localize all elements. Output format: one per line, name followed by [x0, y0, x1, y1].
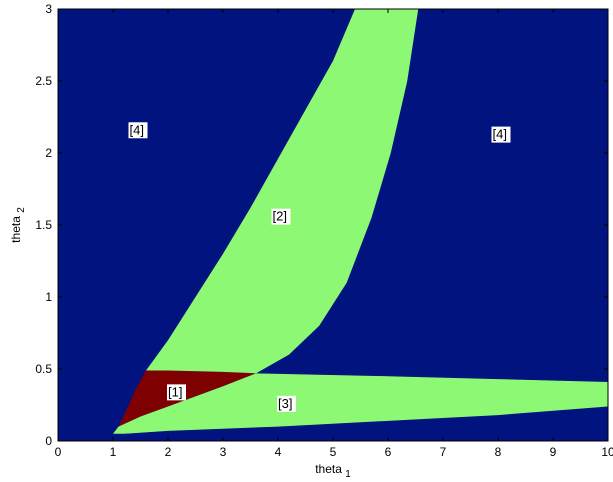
region-label-1: [1]	[168, 384, 182, 399]
region-label-3: [3]	[278, 396, 292, 411]
region-1	[118, 370, 256, 427]
x-tick-label: 2	[165, 445, 172, 459]
region-labels-layer: [1] [2] [3] [4] [4]	[128, 122, 511, 412]
x-tick-label: 8	[495, 445, 502, 459]
x-axis-label-sub: 1	[345, 469, 351, 480]
region-label-box	[167, 384, 186, 401]
y-tick-label: 0	[45, 434, 52, 448]
region-2	[146, 9, 419, 374]
x-axis-label: theta 1	[315, 462, 351, 480]
region-label-box	[491, 126, 511, 143]
region-label-4-1: [4]	[130, 122, 144, 137]
y-axis-label: theta 2	[9, 207, 27, 243]
region-3	[113, 373, 608, 434]
axis-ticks: 0 1 2 3 4 5 6 7 8 9 10 0 0.5 1 1.5 2 2.5 3	[35, 2, 613, 459]
x-tick-label: 7	[440, 445, 447, 459]
x-tick-label: 10	[601, 445, 613, 459]
x-tick-label: 9	[550, 445, 557, 459]
y-axis-label-main: theta	[9, 216, 23, 243]
x-axis-label-main: theta	[315, 462, 342, 476]
region-label-4-2: [4]	[493, 127, 507, 142]
y-tick-label: 3	[45, 2, 52, 16]
y-tick-label: 2	[45, 146, 52, 160]
y-axis-label-sub: 2	[16, 207, 27, 213]
regions-layer	[113, 9, 608, 434]
x-tick-label: 0	[55, 445, 62, 459]
x-tick-label: 3	[220, 445, 227, 459]
x-tick-label: 6	[385, 445, 392, 459]
y-tick-label: 1.5	[35, 218, 52, 232]
region-label-box	[271, 208, 291, 225]
region-label-2: [2]	[273, 209, 287, 224]
x-tick-label: 4	[275, 445, 282, 459]
x-tick-label: 1	[110, 445, 117, 459]
y-tick-label: 0.5	[35, 362, 52, 376]
y-tick-label: 1	[45, 290, 52, 304]
region-label-box	[128, 122, 148, 139]
x-tick-label: 5	[330, 445, 337, 459]
region-label-box	[277, 395, 296, 412]
y-tick-label: 2.5	[35, 74, 52, 88]
